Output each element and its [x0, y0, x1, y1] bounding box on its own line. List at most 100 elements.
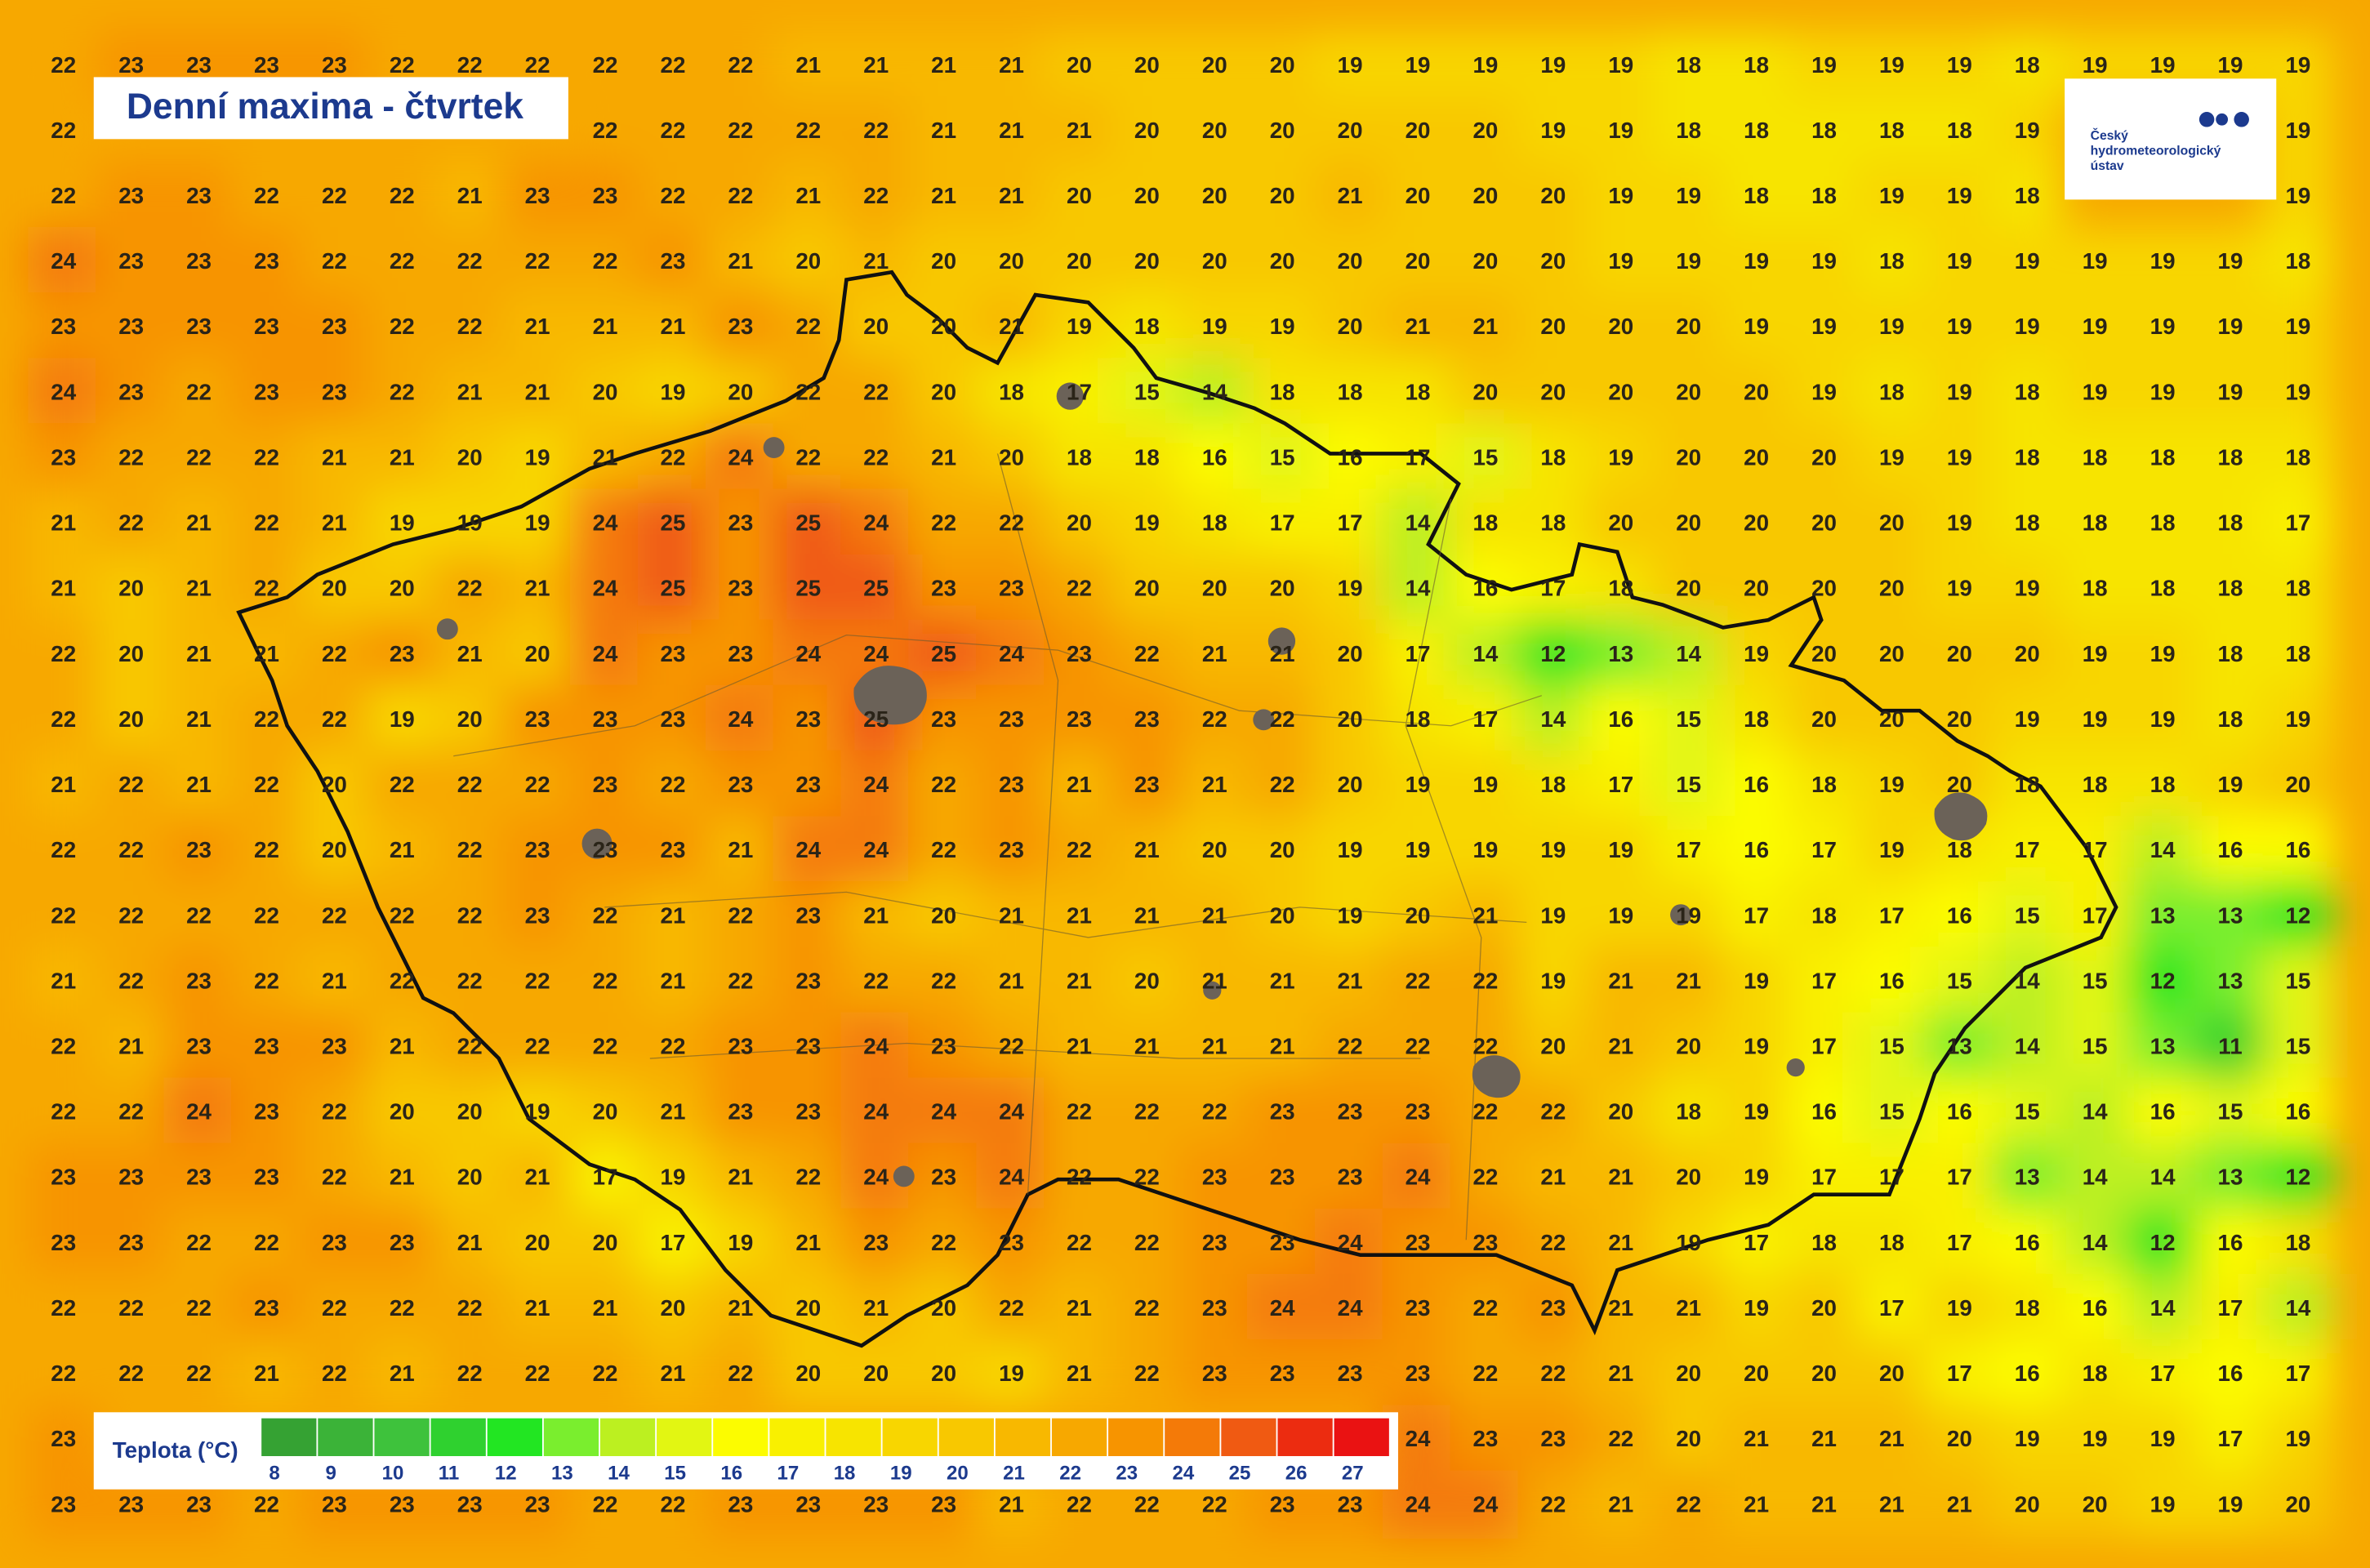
temperature-value: 21 [390, 1361, 415, 1386]
temperature-value: 23 [186, 248, 212, 274]
temperature-value: 24 [1472, 1491, 1498, 1517]
temperature-cell [1924, 227, 1995, 296]
temperature-value: 20 [1134, 248, 1160, 274]
temperature-value: 18 [1811, 118, 1837, 143]
temperature-cell [1653, 1273, 1724, 1343]
temperature-value: 22 [728, 52, 753, 78]
temperature-value: 21 [1067, 1295, 1092, 1321]
temperature-cell [96, 1208, 167, 1277]
temperature-value: 12 [2285, 902, 2310, 928]
temperature-value: 23 [322, 379, 347, 404]
temperature-cell [231, 619, 302, 688]
legend-label: 10 [382, 1463, 404, 1485]
temperature-value: 18 [1811, 183, 1837, 208]
temperature-value: 16 [1947, 902, 1972, 928]
temperature-value: 20 [1338, 118, 1363, 143]
temperature-cell [1382, 227, 1454, 296]
legend-swatch [374, 1418, 430, 1456]
temperature-value: 23 [728, 314, 753, 339]
temperature-cell [28, 1339, 100, 1408]
temperature-cell [2194, 292, 2266, 361]
temperature-cell [1517, 423, 1589, 492]
temperature-value: 20 [1338, 706, 1363, 732]
temperature-value: 22 [457, 1034, 483, 1059]
temperature-value: 19 [2150, 379, 2176, 404]
temperature-cell [1246, 1012, 1318, 1081]
temperature-value: 17 [1406, 641, 1431, 666]
temperature-value: 23 [118, 183, 144, 208]
temperature-cell [569, 1273, 641, 1343]
temperature-value: 18 [2285, 444, 2310, 470]
temperature-cell [1044, 1208, 1115, 1277]
temperature-cell [28, 554, 100, 623]
temperature-value: 19 [1744, 1165, 1769, 1190]
temperature-cell [231, 816, 302, 884]
temperature-cell [637, 554, 709, 623]
temperature-cell [1246, 488, 1318, 558]
temperature-cell [976, 750, 1047, 819]
temperature-cell [1111, 1339, 1183, 1408]
temperature-cell [96, 358, 167, 427]
temperature-cell [434, 1339, 506, 1408]
temperature-value: 22 [863, 444, 889, 470]
temperature-value: 22 [525, 248, 550, 274]
temperature-value: 21 [186, 576, 212, 601]
temperature-cell [1789, 554, 1860, 623]
temperature-cell [1450, 619, 1521, 688]
temperature-value: 14 [1406, 576, 1431, 601]
temperature-cell [1924, 1273, 1995, 1343]
temperature-value: 23 [254, 52, 279, 78]
temperature-value: 20 [1270, 183, 1295, 208]
temperature-value: 20 [457, 1099, 483, 1125]
temperature-value: 19 [1744, 314, 1769, 339]
temperature-value: 19 [1202, 314, 1227, 339]
temperature-cell [773, 619, 844, 688]
temperature-value: 19 [1338, 902, 1363, 928]
temperature-cell [501, 1339, 573, 1408]
temperature-cell [299, 881, 370, 951]
temperature-value: 18 [1744, 52, 1769, 78]
temperature-cell [1991, 1208, 2063, 1277]
temperature-value: 21 [999, 1491, 1024, 1517]
temperature-cell [1789, 1077, 1860, 1147]
temperature-cell [1382, 619, 1454, 688]
temperature-cell [1789, 358, 1860, 427]
temperature-cell [569, 750, 641, 819]
temperature-value: 21 [999, 902, 1024, 928]
temperature-cell [1856, 1208, 1927, 1277]
temperature-value: 20 [1879, 706, 1904, 732]
temperature-value: 23 [795, 1099, 821, 1125]
temperature-value: 22 [186, 444, 212, 470]
temperature-value: 19 [2285, 379, 2310, 404]
temperature-cell [1178, 619, 1250, 688]
temperature-value: 18 [2015, 379, 2040, 404]
temperature-cell [773, 358, 844, 427]
temperature-value: 22 [390, 1295, 415, 1321]
temperature-cell [976, 96, 1047, 165]
temperature-cell [1991, 619, 2063, 688]
temperature-value: 22 [795, 118, 821, 143]
temperature-cell [231, 881, 302, 951]
temperature-value: 13 [2150, 902, 2176, 928]
temperature-cell [434, 554, 506, 623]
temperature-cell [299, 1012, 370, 1081]
temperature-value: 20 [1879, 576, 1904, 601]
temperature-value: 22 [931, 510, 956, 536]
temperature-cell [569, 227, 641, 296]
temperature-cell [1044, 816, 1115, 884]
temperature-cell [1585, 292, 1657, 361]
temperature-value: 17 [1947, 1230, 1972, 1255]
temperature-value: 20 [1338, 641, 1363, 666]
temperature-cell [1789, 947, 1860, 1016]
temperature-cell [1178, 750, 1250, 819]
temperature-value: 19 [1472, 837, 1498, 862]
temperature-value: 16 [2150, 1099, 2176, 1125]
temperature-cell [231, 227, 302, 296]
legend-label: 12 [495, 1463, 517, 1485]
temperature-cell [1314, 750, 1386, 819]
temperature-cell [705, 816, 777, 884]
temperature-cell [976, 947, 1047, 1016]
temperature-cell [1653, 488, 1724, 558]
temperature-cell [908, 881, 979, 951]
temperature-cell [299, 816, 370, 884]
